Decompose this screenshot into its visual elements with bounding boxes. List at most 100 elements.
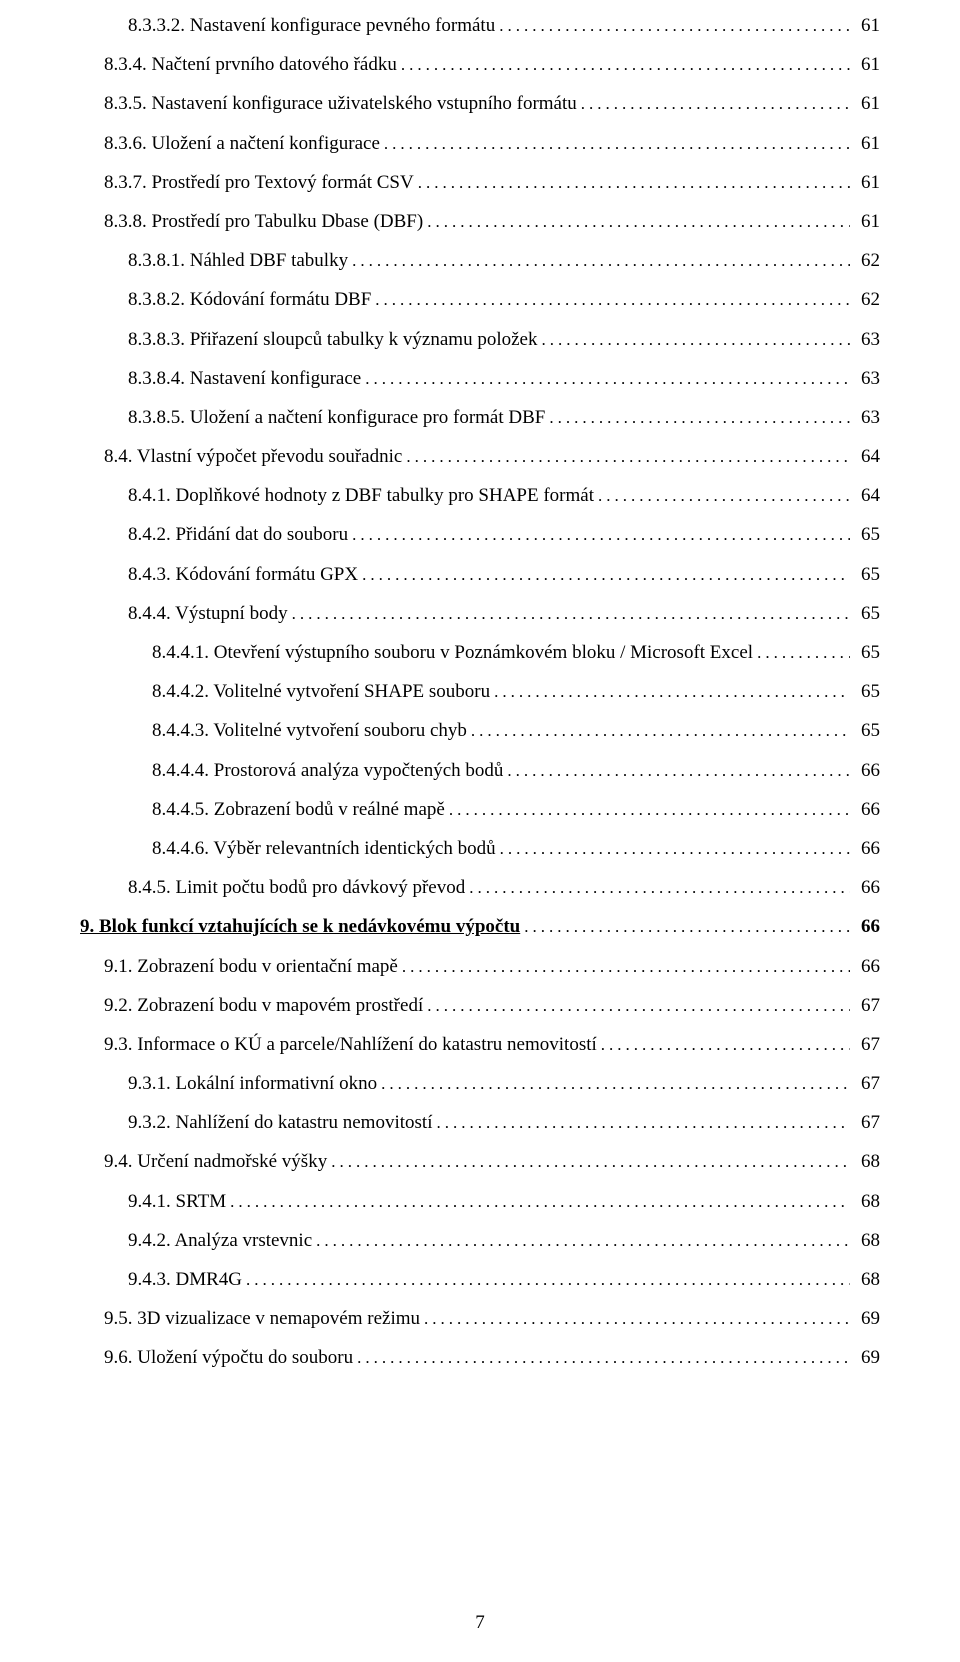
toc-entry-page: 65 (850, 641, 880, 666)
toc-entry: 8.3.8.4. Nastavení konfigurace..........… (80, 367, 880, 392)
toc-entry-page: 63 (850, 328, 880, 353)
toc-entry-text: 9.3. Informace o KÚ a parcele/Nahlížení … (104, 1033, 597, 1058)
toc-leader-dots: ........................................… (358, 564, 850, 586)
toc-leader-dots: ........................................… (465, 877, 850, 899)
toc-leader-dots: ........................................… (520, 916, 850, 938)
toc-entry: 9.4. Určení nadmořské výšky.............… (80, 1150, 880, 1175)
toc-entry-text: 8.4.4.4. Prostorová analýza vypočtených … (152, 759, 503, 784)
toc-entry-page: 66 (850, 837, 880, 862)
toc-entry-text: 8.4.1. Doplňkové hodnoty z DBF tabulky p… (128, 484, 594, 509)
toc-entry-page: 61 (850, 53, 880, 78)
toc-entry-text: 8.3.8. Prostředí pro Tabulku Dbase (DBF) (104, 210, 423, 235)
toc-entry-page: 66 (850, 955, 880, 980)
toc-entry-text: 9.4. Určení nadmořské výšky (104, 1150, 327, 1175)
toc-entry-text: 8.4.4.2. Volitelné vytvoření SHAPE soubo… (152, 680, 490, 705)
toc-entry: 8.3.3.2. Nastavení konfigurace pevného f… (80, 14, 880, 39)
toc-entry-page: 64 (850, 445, 880, 470)
toc-entry-page: 61 (850, 92, 880, 117)
toc-entry: 8.4.4.5. Zobrazení bodů v reálné mapě...… (80, 798, 880, 823)
toc-entry-page: 68 (850, 1150, 880, 1175)
toc-entry: 9.1. Zobrazení bodu v orientační mapě...… (80, 955, 880, 980)
toc-leader-dots: ........................................… (414, 172, 850, 194)
toc-entry: 8.4.1. Doplňkové hodnoty z DBF tabulky p… (80, 484, 880, 509)
toc-leader-dots: ........................................… (397, 54, 850, 76)
toc-entry-text: 8.3.8.3. Přiřazení sloupců tabulky k výz… (128, 328, 537, 353)
toc-leader-dots: ........................................… (445, 799, 850, 821)
toc-leader-dots: ........................................… (327, 1151, 850, 1173)
toc-entry-text: 9. Blok funkcí vztahujících se k nedávko… (80, 915, 520, 940)
toc-entry: 8.4.4.6. Výběr relevantních identických … (80, 837, 880, 862)
toc-entry-text: 8.3.7. Prostředí pro Textový formát CSV (104, 171, 414, 196)
toc-entry: 9.4.3. DMR4G............................… (80, 1268, 880, 1293)
toc-entry-text: 8.4.5. Limit počtu bodů pro dávkový přev… (128, 876, 465, 901)
toc-leader-dots: ........................................… (371, 289, 850, 311)
toc-entry-page: 61 (850, 210, 880, 235)
toc-entry-text: 8.3.8.2. Kódování formátu DBF (128, 288, 371, 313)
toc-entry: 9.3. Informace o KÚ a parcele/Nahlížení … (80, 1033, 880, 1058)
toc-leader-dots: ........................................… (577, 93, 850, 115)
toc-leader-dots: ........................................… (226, 1191, 850, 1213)
toc-leader-dots: ........................................… (503, 760, 850, 782)
toc-entry-text: 8.4.3. Kódování formátu GPX (128, 563, 358, 588)
toc-entry: 8.4.3. Kódování formátu GPX.............… (80, 563, 880, 588)
page-number: 7 (0, 1612, 960, 1634)
toc-entry-text: 9.2. Zobrazení bodu v mapovém prostředí (104, 994, 423, 1019)
toc-leader-dots: ........................................… (348, 250, 850, 272)
toc-entry-text: 9.1. Zobrazení bodu v orientační mapě (104, 955, 398, 980)
toc-entry-page: 63 (850, 406, 880, 431)
toc-entry-page: 62 (850, 288, 880, 313)
toc-leader-dots: ........................................… (432, 1112, 850, 1134)
toc-entry: 8.4.4. Výstupní body....................… (80, 602, 880, 627)
toc-entry-page: 61 (850, 132, 880, 157)
toc-entry: 9.2. Zobrazení bodu v mapovém prostředí.… (80, 994, 880, 1019)
toc-entry: 8.3.8.5. Uložení a načtení konfigurace p… (80, 406, 880, 431)
toc-leader-dots: ........................................… (594, 485, 850, 507)
toc-entry-page: 68 (850, 1190, 880, 1215)
toc-entry-page: 69 (850, 1346, 880, 1371)
toc-entry-page: 68 (850, 1268, 880, 1293)
toc-leader-dots: ........................................… (545, 407, 850, 429)
toc-entry-text: 8.3.8.5. Uložení a načtení konfigurace p… (128, 406, 545, 431)
toc-entry-text: 8.4.4.6. Výběr relevantních identických … (152, 837, 496, 862)
toc-entry: 8.3.8.2. Kódování formátu DBF...........… (80, 288, 880, 313)
toc-entry: 9.4.1. SRTM.............................… (80, 1190, 880, 1215)
toc-leader-dots: ........................................… (753, 642, 850, 664)
toc-leader-dots: ........................................… (288, 603, 850, 625)
toc-entry: 9.3.1. Lokální informativní okno........… (80, 1072, 880, 1097)
toc-entry-page: 67 (850, 1072, 880, 1097)
toc-entry: 8.3.5. Nastavení konfigurace uživatelské… (80, 92, 880, 117)
toc-leader-dots: ........................................… (312, 1230, 850, 1252)
toc-entry-text: 9.6. Uložení výpočtu do souboru (104, 1346, 353, 1371)
toc-entry-text: 9.5. 3D vizualizace v nemapovém režimu (104, 1307, 420, 1332)
toc-entry-text: 9.4.1. SRTM (128, 1190, 226, 1215)
toc-leader-dots: ........................................… (380, 133, 850, 155)
toc-entry-page: 69 (850, 1307, 880, 1332)
toc-leader-dots: ........................................… (496, 838, 850, 860)
toc-leader-dots: ........................................… (597, 1034, 850, 1056)
toc-entry-page: 65 (850, 523, 880, 548)
toc-leader-dots: ........................................… (377, 1073, 850, 1095)
toc-entry-page: 67 (850, 1033, 880, 1058)
toc-leader-dots: ........................................… (398, 956, 850, 978)
toc-entry-text: 9.3.1. Lokální informativní okno (128, 1072, 377, 1097)
toc-entry: 8.3.4. Načtení prvního datového řádku...… (80, 53, 880, 78)
toc-entry: 8.3.7. Prostředí pro Textový formát CSV.… (80, 171, 880, 196)
toc-entry-text: 8.3.4. Načtení prvního datového řádku (104, 53, 397, 78)
toc-entry-text: 8.3.5. Nastavení konfigurace uživatelské… (104, 92, 577, 117)
toc-entry: 8.4.4.2. Volitelné vytvoření SHAPE soubo… (80, 680, 880, 705)
toc-leader-dots: ........................................… (490, 681, 850, 703)
toc-leader-dots: ........................................… (423, 211, 850, 233)
toc-entry-page: 62 (850, 249, 880, 274)
toc-entry-text: 8.4.4.1. Otevření výstupního souboru v P… (152, 641, 753, 666)
toc-entry-text: 9.3.2. Nahlížení do katastru nemovitostí (128, 1111, 432, 1136)
toc-entry: 9.5. 3D vizualizace v nemapovém režimu..… (80, 1307, 880, 1332)
toc-leader-dots: ........................................… (242, 1269, 850, 1291)
toc-entry-page: 66 (850, 915, 880, 940)
toc-entry: 8.3.8.3. Přiřazení sloupců tabulky k výz… (80, 328, 880, 353)
toc-entry-page: 65 (850, 719, 880, 744)
table-of-contents: 8.3.3.2. Nastavení konfigurace pevného f… (80, 14, 880, 1371)
toc-entry-page: 63 (850, 367, 880, 392)
toc-entry: 9.4.2. Analýza vrstevnic................… (80, 1229, 880, 1254)
toc-entry: 8.4.5. Limit počtu bodů pro dávkový přev… (80, 876, 880, 901)
toc-entry: 8.3.8. Prostředí pro Tabulku Dbase (DBF)… (80, 210, 880, 235)
